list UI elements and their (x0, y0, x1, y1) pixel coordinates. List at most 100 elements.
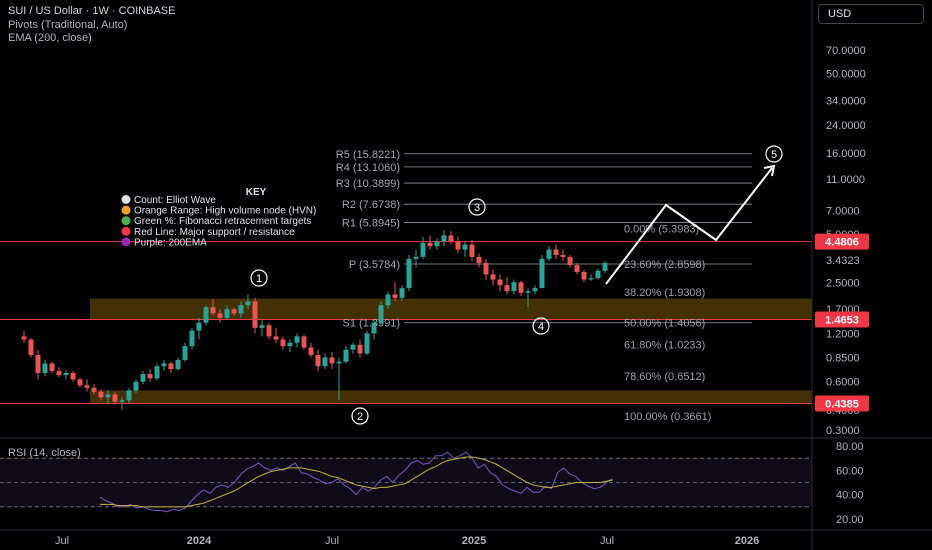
candle-body (329, 357, 335, 364)
price-tick-label: 0.6000 (826, 377, 860, 389)
candle-body (399, 288, 405, 298)
candle-body (203, 307, 209, 323)
candle-body (343, 349, 349, 362)
rsi-ma-line (100, 456, 613, 508)
indicator-ema[interactable]: EMA (200, close) (8, 32, 92, 44)
candle (553, 244, 559, 259)
candle-body (280, 339, 286, 347)
candle (231, 307, 237, 316)
price-badges: 4.4806 1.4653 0.4385 (815, 233, 869, 412)
candle (84, 379, 90, 392)
candle-body (350, 344, 356, 350)
candle-body (168, 363, 174, 370)
rsi-line (99, 451, 613, 513)
candle-body (434, 241, 440, 247)
candle (322, 353, 328, 370)
fib-level-label: 78.60% (0.6512) (624, 371, 705, 383)
candle (91, 384, 97, 395)
candle-body (217, 313, 223, 318)
candle (497, 274, 503, 292)
price-tick-label: 1.2000 (826, 328, 860, 340)
candle-body (49, 363, 55, 371)
candle (119, 397, 125, 410)
price-tick-label: 11.0000 (826, 174, 865, 186)
candle-body (518, 282, 524, 293)
candle-body (308, 347, 314, 356)
candle-body (532, 288, 538, 292)
candle-body (196, 322, 202, 331)
candle (581, 269, 587, 283)
price-badge-label: 1.4653 (825, 315, 859, 327)
pivot-label: P (3.5784) (349, 259, 400, 271)
candle (77, 377, 83, 388)
candle (203, 305, 209, 326)
wave-number: 3 (474, 202, 480, 214)
candle-body (126, 390, 132, 401)
key-swatch (121, 205, 131, 215)
candle-body (420, 242, 426, 257)
candle-body (385, 294, 391, 306)
candle-body (70, 372, 76, 380)
candle (525, 288, 531, 308)
candle-body (252, 301, 258, 328)
hvn-range (90, 298, 812, 320)
candle (168, 361, 174, 373)
wave-circle (765, 145, 783, 163)
indicator-pivots[interactable]: Pivots (Traditional, Auto) (8, 19, 128, 31)
candle-body (259, 325, 265, 328)
candle (224, 305, 230, 321)
rsi-tick-label: 20.00 (836, 514, 864, 526)
candle (21, 330, 27, 343)
price-tick-label: 70.0000 (826, 45, 866, 57)
pivot-label: R5 (15.8221) (336, 149, 400, 161)
candle (133, 379, 139, 394)
candle (308, 342, 314, 358)
candle-body (147, 374, 153, 379)
currency-button[interactable]: USD (818, 4, 924, 24)
candle-body (553, 249, 559, 255)
wave-circle (532, 317, 550, 335)
candle (364, 330, 370, 356)
candle-body (189, 330, 195, 347)
candle (147, 369, 153, 382)
chart-title: SUI / US Dollar · 1W · COINBASE (8, 5, 176, 17)
candle (434, 238, 440, 250)
candle-body (427, 242, 433, 247)
rsi-panel: RSI (14, close) (0, 447, 812, 513)
candle (462, 241, 468, 257)
candle (35, 349, 41, 380)
candle-body (476, 256, 482, 263)
candle (112, 391, 118, 405)
candle-body (581, 271, 587, 280)
key-swatch (121, 237, 131, 247)
candle-body (455, 241, 461, 250)
candle (245, 294, 251, 310)
candle-body (63, 372, 69, 376)
candle (406, 254, 412, 292)
key-swatch (121, 195, 131, 204)
candle-body (441, 235, 447, 242)
candle (175, 357, 181, 371)
candle (511, 279, 517, 295)
candle (140, 370, 146, 385)
candle (378, 301, 384, 326)
rsi-tick-label: 40.00 (836, 490, 864, 502)
candle (504, 276, 510, 295)
candle-body (301, 336, 307, 348)
candle-body (238, 305, 244, 314)
candle-body (469, 244, 475, 257)
hvn-ranges (90, 298, 812, 404)
projection-path (605, 164, 776, 285)
candle-body (560, 254, 566, 257)
candle (476, 253, 482, 268)
candle-body (462, 244, 468, 250)
candle-body (336, 361, 342, 364)
fib-level-label: 38.20% (1.9308) (624, 287, 705, 299)
candle (301, 334, 307, 350)
fib-level-label: 61.80% (1.0233) (624, 340, 705, 352)
wave-label-4: 4 (532, 317, 550, 335)
candle-body (231, 309, 237, 314)
candle (63, 369, 69, 380)
candle-body (21, 336, 27, 340)
